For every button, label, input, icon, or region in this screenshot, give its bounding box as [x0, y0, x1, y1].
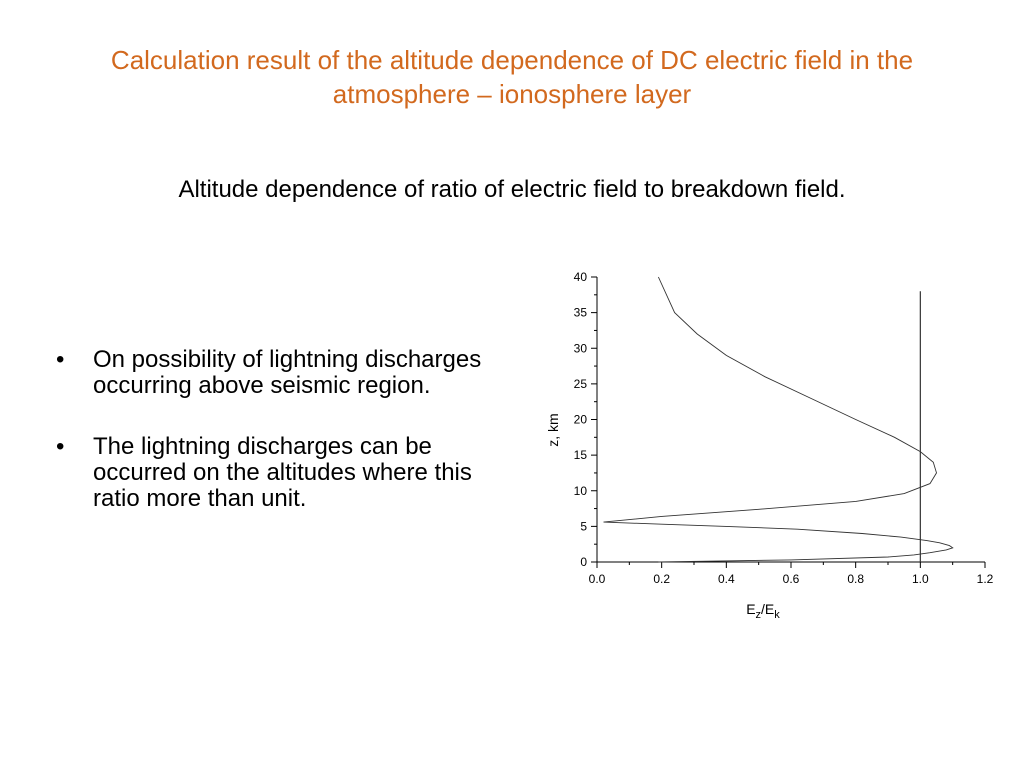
bullet-item: • On possibility of lightning discharges…	[52, 347, 512, 399]
chart: 0.0 0.2 0.4 0.6 0.8 1.0 1.2 0 5 10 15 20 25 30 35 40 Ez…	[530, 260, 1010, 630]
y-tick-label: 30	[574, 341, 588, 355]
y-tick-label: 40	[574, 270, 588, 284]
y-tick-label: 25	[574, 377, 588, 391]
slide-subtitle: Altitude dependence of ratio of electric…	[178, 176, 846, 203]
y-tick-label: 10	[574, 484, 588, 498]
bullet-list: • On possibility of lightning discharges…	[52, 347, 512, 547]
series-line	[603, 276, 954, 563]
y-tick-label: 20	[574, 413, 588, 427]
y-tick-label: 0	[580, 555, 587, 569]
plot-area: 0.0 0.2 0.4 0.6 0.8 1.0 1.2 0 5 10 15 20 25 30 35 40	[574, 270, 994, 586]
x-tick-label: 0.2	[653, 572, 670, 586]
bullet-text: On possibility of lightning discharges o…	[93, 346, 482, 399]
y-tick-label: 5	[580, 519, 587, 533]
x-tick-label: 0.4	[718, 572, 735, 586]
x-tick-label: 0.6	[783, 572, 800, 586]
x-axis-title: Ez/Ek	[746, 601, 780, 621]
bullet-marker: •	[56, 346, 65, 373]
x-tick-label: 0.0	[589, 572, 606, 586]
chart-svg: 0.0 0.2 0.4 0.6 0.8 1.0 1.2 0 5 10 15 20 25 30 35 40 Ez…	[545, 270, 994, 621]
y-axis-title: z, km	[545, 413, 561, 446]
bullet-text: The lightning discharges can be occurred…	[93, 433, 472, 512]
y-tick-label: 35	[574, 306, 588, 320]
x-tick-label: 0.8	[847, 572, 864, 586]
slide-title: Calculation result of the altitude depen…	[110, 45, 914, 109]
y-tick-label: 15	[574, 448, 588, 462]
x-tick-label: 1.2	[977, 572, 994, 586]
bullet-marker: •	[56, 433, 65, 460]
bullet-item: • The lightning discharges can be occurr…	[52, 434, 512, 512]
x-tick-label: 1.0	[912, 572, 929, 586]
